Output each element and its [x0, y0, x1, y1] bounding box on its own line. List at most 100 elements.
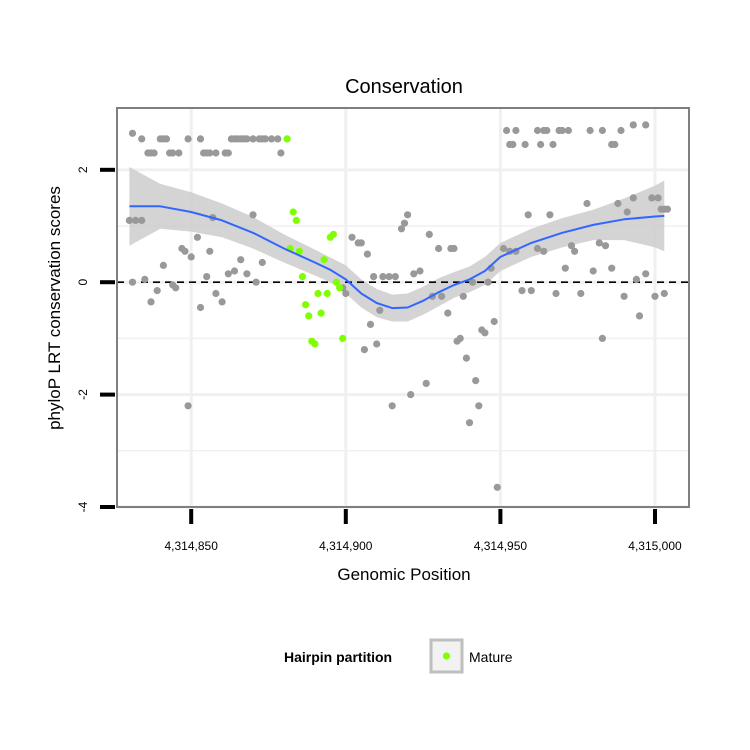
other-point-134 — [567, 242, 576, 250]
mature-point-15 — [329, 230, 337, 238]
other-point-78 — [407, 391, 415, 399]
other-point-15 — [206, 149, 214, 157]
legend-title: Hairpin partition — [284, 649, 392, 665]
other-point-104 — [503, 126, 511, 135]
legend: Hairpin partition Mature — [284, 638, 513, 674]
other-point-98 — [481, 329, 489, 337]
other-point-91 — [459, 292, 467, 300]
other-point-35 — [128, 278, 137, 286]
x-tick-label-2: 4,314,950 — [474, 539, 528, 553]
other-point-39 — [159, 261, 167, 269]
other-point-33 — [132, 216, 140, 224]
other-point-34 — [138, 216, 146, 224]
other-point-75 — [397, 225, 406, 233]
mature-point-9 — [311, 340, 319, 348]
other-point-147 — [632, 275, 641, 283]
other-point-103 — [499, 244, 508, 253]
other-point-31 — [277, 149, 285, 157]
other-point-29 — [268, 135, 276, 143]
other-point-56 — [249, 211, 257, 219]
other-point-148 — [635, 312, 644, 320]
other-point-54 — [237, 256, 245, 264]
other-point-118 — [598, 126, 607, 135]
confidence-band — [129, 167, 665, 322]
other-point-50 — [212, 289, 220, 298]
other-point-7 — [162, 135, 171, 143]
mature-point-16 — [332, 278, 341, 286]
other-point-93 — [465, 419, 474, 427]
other-point-9 — [169, 149, 177, 157]
mature-point-18 — [339, 334, 347, 342]
other-point-110 — [537, 140, 545, 149]
other-point-146 — [629, 194, 637, 202]
other-point-72 — [385, 273, 393, 281]
other-point-90 — [456, 334, 464, 342]
other-point-150 — [648, 194, 656, 202]
y-tick-label-2: 0 — [76, 279, 90, 286]
other-point-92 — [462, 354, 470, 362]
x-tick-label-0: 4,314,850 — [165, 539, 219, 553]
x-axis: 4,314,850 4,314,900 4,314,950 4,315,000 — [165, 509, 682, 553]
mature-point-0 — [283, 135, 291, 143]
other-point-101 — [490, 317, 498, 326]
other-point-121 — [617, 126, 625, 135]
other-point-130 — [540, 247, 548, 255]
other-point-18 — [224, 149, 232, 157]
other-point-48 — [206, 247, 214, 255]
other-point-95 — [472, 377, 480, 385]
other-point-38 — [153, 287, 161, 295]
other-point-66 — [363, 250, 371, 258]
other-point-52 — [224, 270, 232, 278]
other-point-120 — [611, 140, 619, 149]
other-point-37 — [147, 298, 155, 306]
other-point-143 — [614, 199, 622, 208]
other-point-144 — [620, 292, 628, 300]
other-point-123 — [642, 121, 650, 129]
mature-point-5 — [298, 273, 307, 281]
mature-point-17 — [336, 284, 344, 292]
smooth-fit-line — [129, 205, 665, 310]
other-point-76 — [400, 219, 409, 227]
other-point-84 — [435, 244, 443, 253]
other-point-151 — [651, 292, 659, 300]
other-point-61 — [342, 289, 350, 298]
x-axis-title: Genomic Position — [337, 565, 470, 584]
other-point-140 — [598, 334, 607, 342]
other-point-142 — [608, 264, 616, 272]
other-point-45 — [193, 233, 201, 241]
legend-label-mature: Mature — [469, 649, 513, 665]
other-point-47 — [203, 273, 211, 281]
other-point-59 — [184, 402, 192, 410]
other-point-69 — [373, 340, 381, 348]
other-point-12 — [196, 135, 205, 143]
other-point-88 — [450, 244, 458, 253]
other-point-96 — [475, 402, 483, 410]
mature-point-7 — [305, 312, 313, 320]
mature-point-11 — [317, 309, 325, 317]
y-tick-label-1: -2 — [76, 389, 90, 400]
other-point-53 — [230, 267, 239, 275]
other-point-11 — [184, 135, 192, 143]
mature-point-4 — [295, 247, 303, 255]
other-point-156 — [663, 205, 672, 213]
other-point-112 — [543, 126, 551, 135]
mature-point-13 — [323, 289, 331, 298]
mature-point-1 — [289, 208, 297, 216]
other-point-129 — [533, 244, 542, 253]
other-point-154 — [660, 289, 668, 298]
other-point-137 — [583, 199, 591, 208]
other-point-117 — [586, 126, 594, 135]
other-point-16 — [212, 149, 220, 157]
other-point-152 — [654, 194, 662, 202]
other-point-58 — [258, 258, 266, 267]
panel-border — [116, 107, 690, 508]
mature-points — [283, 135, 347, 348]
other-point-1 — [138, 135, 146, 143]
other-point-138 — [589, 267, 597, 275]
other-point-65 — [360, 346, 368, 354]
other-point-132 — [552, 289, 560, 298]
other-point-24 — [243, 135, 251, 143]
other-points — [125, 121, 672, 491]
other-point-46 — [196, 303, 205, 312]
